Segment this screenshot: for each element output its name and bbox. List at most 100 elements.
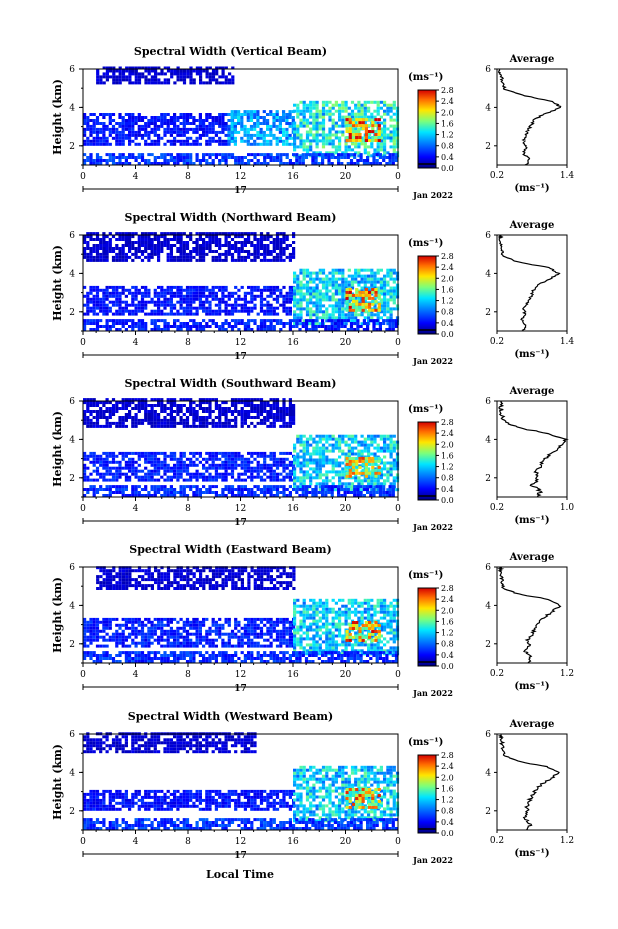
heatmap-cell — [144, 472, 148, 476]
heatmap-cell — [263, 153, 267, 157]
heatmap-cell — [214, 139, 218, 143]
heatmap-cell — [153, 238, 157, 241]
heatmap-cell — [266, 156, 270, 159]
heatmap-cell — [285, 472, 289, 476]
heatmap-cell — [386, 479, 390, 483]
heatmap-cell — [83, 139, 87, 143]
heatmap-cell — [328, 139, 332, 143]
heatmap-cell — [247, 410, 251, 413]
heatmap-cell — [189, 451, 193, 455]
heatmap-cell — [383, 301, 387, 305]
heatmap-cell — [269, 466, 273, 470]
heatmap-cell — [111, 303, 116, 307]
heatmap-cell — [389, 106, 393, 110]
heatmap-cell — [275, 404, 280, 407]
heatmap-cell — [221, 156, 225, 159]
heatmap-cell — [275, 113, 279, 116]
heatmap-cell — [95, 300, 100, 304]
heatmap-cell — [144, 250, 148, 253]
heatmap-cell — [367, 319, 371, 323]
heatmap-cell — [102, 475, 106, 479]
heatmap-cell — [131, 244, 135, 247]
heatmap-cell — [189, 116, 193, 119]
heatmap-cell — [293, 298, 297, 302]
heatmap-cell — [312, 461, 316, 465]
heatmap-cell — [202, 407, 206, 410]
heatmap-cell — [179, 156, 183, 159]
heatmap-cell — [364, 133, 368, 136]
heatmap-cell — [379, 100, 383, 104]
heatmap-cell — [166, 312, 170, 316]
heatmap-cell — [144, 127, 148, 131]
heatmap-cell — [182, 252, 186, 256]
heatmap-cell — [95, 159, 100, 162]
heatmap-cell — [234, 303, 238, 307]
heatmap-cell — [95, 457, 100, 461]
heatmap-cell — [240, 472, 244, 476]
heatmap-cell — [321, 437, 326, 441]
heatmap-cell — [237, 457, 241, 461]
heatmap-cell — [189, 463, 193, 467]
heatmap-cell — [179, 258, 183, 262]
heatmap-cell — [211, 116, 215, 119]
heatmap-cell — [305, 286, 310, 290]
heatmap-cell — [272, 309, 276, 313]
heatmap-cell — [374, 136, 378, 139]
heatmap-cell — [92, 297, 96, 301]
heatmap-cell — [176, 66, 180, 70]
heatmap-cell — [108, 119, 112, 122]
heatmap-cell — [128, 66, 132, 70]
heatmap-cell — [385, 319, 389, 323]
heatmap-cell — [150, 319, 154, 323]
heatmap-cell — [295, 156, 299, 159]
heatmap-cell — [234, 241, 238, 244]
date-label: Jan 2022 — [412, 356, 453, 366]
heatmap-cell — [218, 416, 222, 419]
heatmap-cell — [338, 145, 342, 149]
heatmap-cell — [234, 235, 238, 239]
heatmap-cell — [150, 66, 154, 70]
heatmap-cell — [128, 469, 132, 473]
heatmap-cell — [99, 122, 103, 125]
heatmap-cell — [83, 303, 87, 307]
heatmap-cell — [299, 112, 303, 116]
heatmap-cell — [309, 289, 313, 293]
heatmap-cell — [288, 416, 292, 419]
heatmap-cell — [350, 440, 355, 444]
heatmap-cell — [292, 252, 296, 256]
heatmap-cell — [234, 478, 238, 482]
heatmap-cell — [250, 404, 254, 407]
heatmap-cell — [224, 424, 228, 428]
heatmap-cell — [185, 294, 190, 298]
heatmap-cell — [285, 136, 289, 140]
heatmap-cell — [302, 440, 306, 444]
heatmap-cell — [237, 110, 241, 114]
heatmap-cell — [173, 238, 177, 241]
heatmap-cell — [259, 451, 264, 455]
heatmap-cell — [269, 413, 273, 416]
heatmap-cell — [205, 232, 209, 236]
heatmap-cell — [386, 301, 390, 305]
heatmap-cell — [348, 456, 352, 460]
heatmap-cell — [221, 291, 225, 295]
heatmap-cell — [389, 440, 393, 444]
heatmap-cell — [334, 458, 338, 462]
heatmap-cell — [269, 288, 273, 292]
heatmap-cell — [99, 407, 103, 410]
heatmap-cell — [279, 451, 283, 455]
heatmap-cell — [334, 289, 338, 293]
heatmap-cell — [321, 292, 326, 296]
heatmap-cell — [351, 130, 356, 133]
heatmap-cell — [331, 283, 335, 287]
heatmap-cell — [259, 478, 264, 482]
heatmap-cell — [275, 288, 280, 292]
heatmap-cell — [355, 465, 359, 469]
heatmap-cell — [108, 309, 112, 313]
heatmap-cell — [179, 116, 183, 119]
heatmap-cell — [282, 297, 286, 301]
heatmap-cell — [348, 288, 352, 291]
heatmap-cell — [383, 136, 387, 140]
heatmap-cell — [362, 319, 366, 323]
heatmap-cell — [360, 106, 364, 110]
heatmap-cell — [269, 312, 273, 316]
